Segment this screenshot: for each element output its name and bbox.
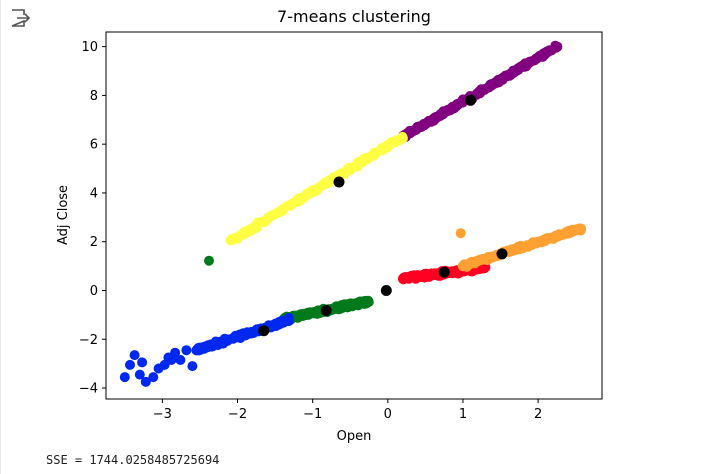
data-point [239, 227, 250, 238]
data-point [459, 259, 470, 270]
plot-area-frame [105, 31, 603, 400]
y-tick-label: 6 [90, 138, 98, 153]
centroid-point [438, 266, 450, 278]
data-point [230, 232, 241, 243]
x-tick-label: 0 [384, 407, 392, 422]
x-axis-ticks: −3 −2 −1 0 1 2 [153, 399, 542, 422]
cluster-centroids [258, 94, 508, 337]
y-axis-label: Adj Close [56, 185, 71, 245]
data-point [187, 361, 198, 372]
data-point [335, 302, 346, 313]
centroid-point [465, 94, 476, 106]
data-point [313, 305, 324, 316]
data-point [212, 337, 223, 348]
data-point [234, 330, 245, 341]
centroid-point [258, 325, 270, 337]
centroid-point [496, 248, 508, 260]
chart-title: 7-means clustering [277, 7, 431, 26]
y-tick-label: −2 [79, 333, 98, 348]
data-point [428, 114, 439, 125]
data-point [476, 84, 487, 95]
data-point [354, 296, 365, 307]
y-tick-label: 8 [90, 89, 98, 104]
x-tick-label: −1 [303, 407, 322, 422]
x-tick-label: 1 [459, 407, 467, 422]
data-point [319, 179, 330, 190]
data-point [529, 55, 540, 66]
data-point [537, 51, 548, 62]
data-point [175, 355, 186, 365]
y-tick-label: 0 [90, 284, 98, 299]
data-point [129, 350, 140, 361]
data-point [496, 73, 507, 84]
scatter-chart: 7-means clustering −3 −2 −1 0 1 2 −4 −2 0 2 4 6 8 10… [56, 7, 603, 444]
y-tick-label: 10 [81, 40, 98, 55]
data-point [424, 270, 435, 281]
y-tick-label: 4 [90, 186, 98, 201]
data-point [304, 188, 315, 199]
data-point [518, 61, 529, 72]
data-point [575, 223, 586, 234]
data-point [148, 372, 159, 383]
data-point [510, 66, 521, 77]
x-tick-label: 2 [534, 407, 542, 422]
y-tick-label: 2 [90, 235, 98, 250]
data-point [540, 234, 551, 245]
x-tick-label: −3 [153, 407, 172, 422]
data-point [525, 240, 535, 251]
data-point [345, 299, 356, 310]
data-point [181, 345, 192, 356]
x-axis-label: Open [337, 429, 372, 444]
data-point [269, 209, 280, 220]
data-point [202, 342, 213, 353]
data-points [119, 40, 587, 387]
x-tick-label: −2 [228, 407, 247, 422]
data-point [204, 255, 214, 266]
data-point [119, 372, 130, 383]
data-point [140, 376, 151, 387]
y-tick-label: −4 [79, 382, 98, 397]
sse-output-text: SSE = 1744.0258485725694 [46, 453, 220, 467]
data-point [435, 109, 446, 120]
data-point [163, 352, 174, 363]
centroid-point [333, 176, 345, 188]
cell-gutter-line [0, 0, 1, 474]
data-point [125, 359, 135, 370]
data-point [277, 205, 288, 216]
data-point [301, 309, 312, 320]
data-point [397, 273, 408, 284]
output-toggle-icon[interactable] [10, 8, 32, 28]
data-point [245, 327, 256, 338]
data-point [567, 226, 578, 237]
data-point [514, 244, 525, 255]
data-point [455, 228, 466, 239]
data-point [449, 101, 460, 112]
data-point [475, 254, 486, 265]
data-point [391, 135, 402, 146]
data-point [378, 142, 389, 153]
data-point [279, 315, 290, 326]
data-point [362, 153, 373, 164]
data-point [297, 192, 308, 203]
y-axis-ticks: −4 −2 0 2 4 6 8 10 [79, 40, 106, 397]
data-point [406, 270, 417, 281]
data-point [137, 357, 148, 368]
data-point [261, 214, 272, 225]
data-point [340, 166, 351, 176]
data-point [285, 200, 296, 211]
centroid-point [380, 285, 392, 296]
centroid-point [320, 305, 332, 316]
data-point [134, 369, 145, 380]
